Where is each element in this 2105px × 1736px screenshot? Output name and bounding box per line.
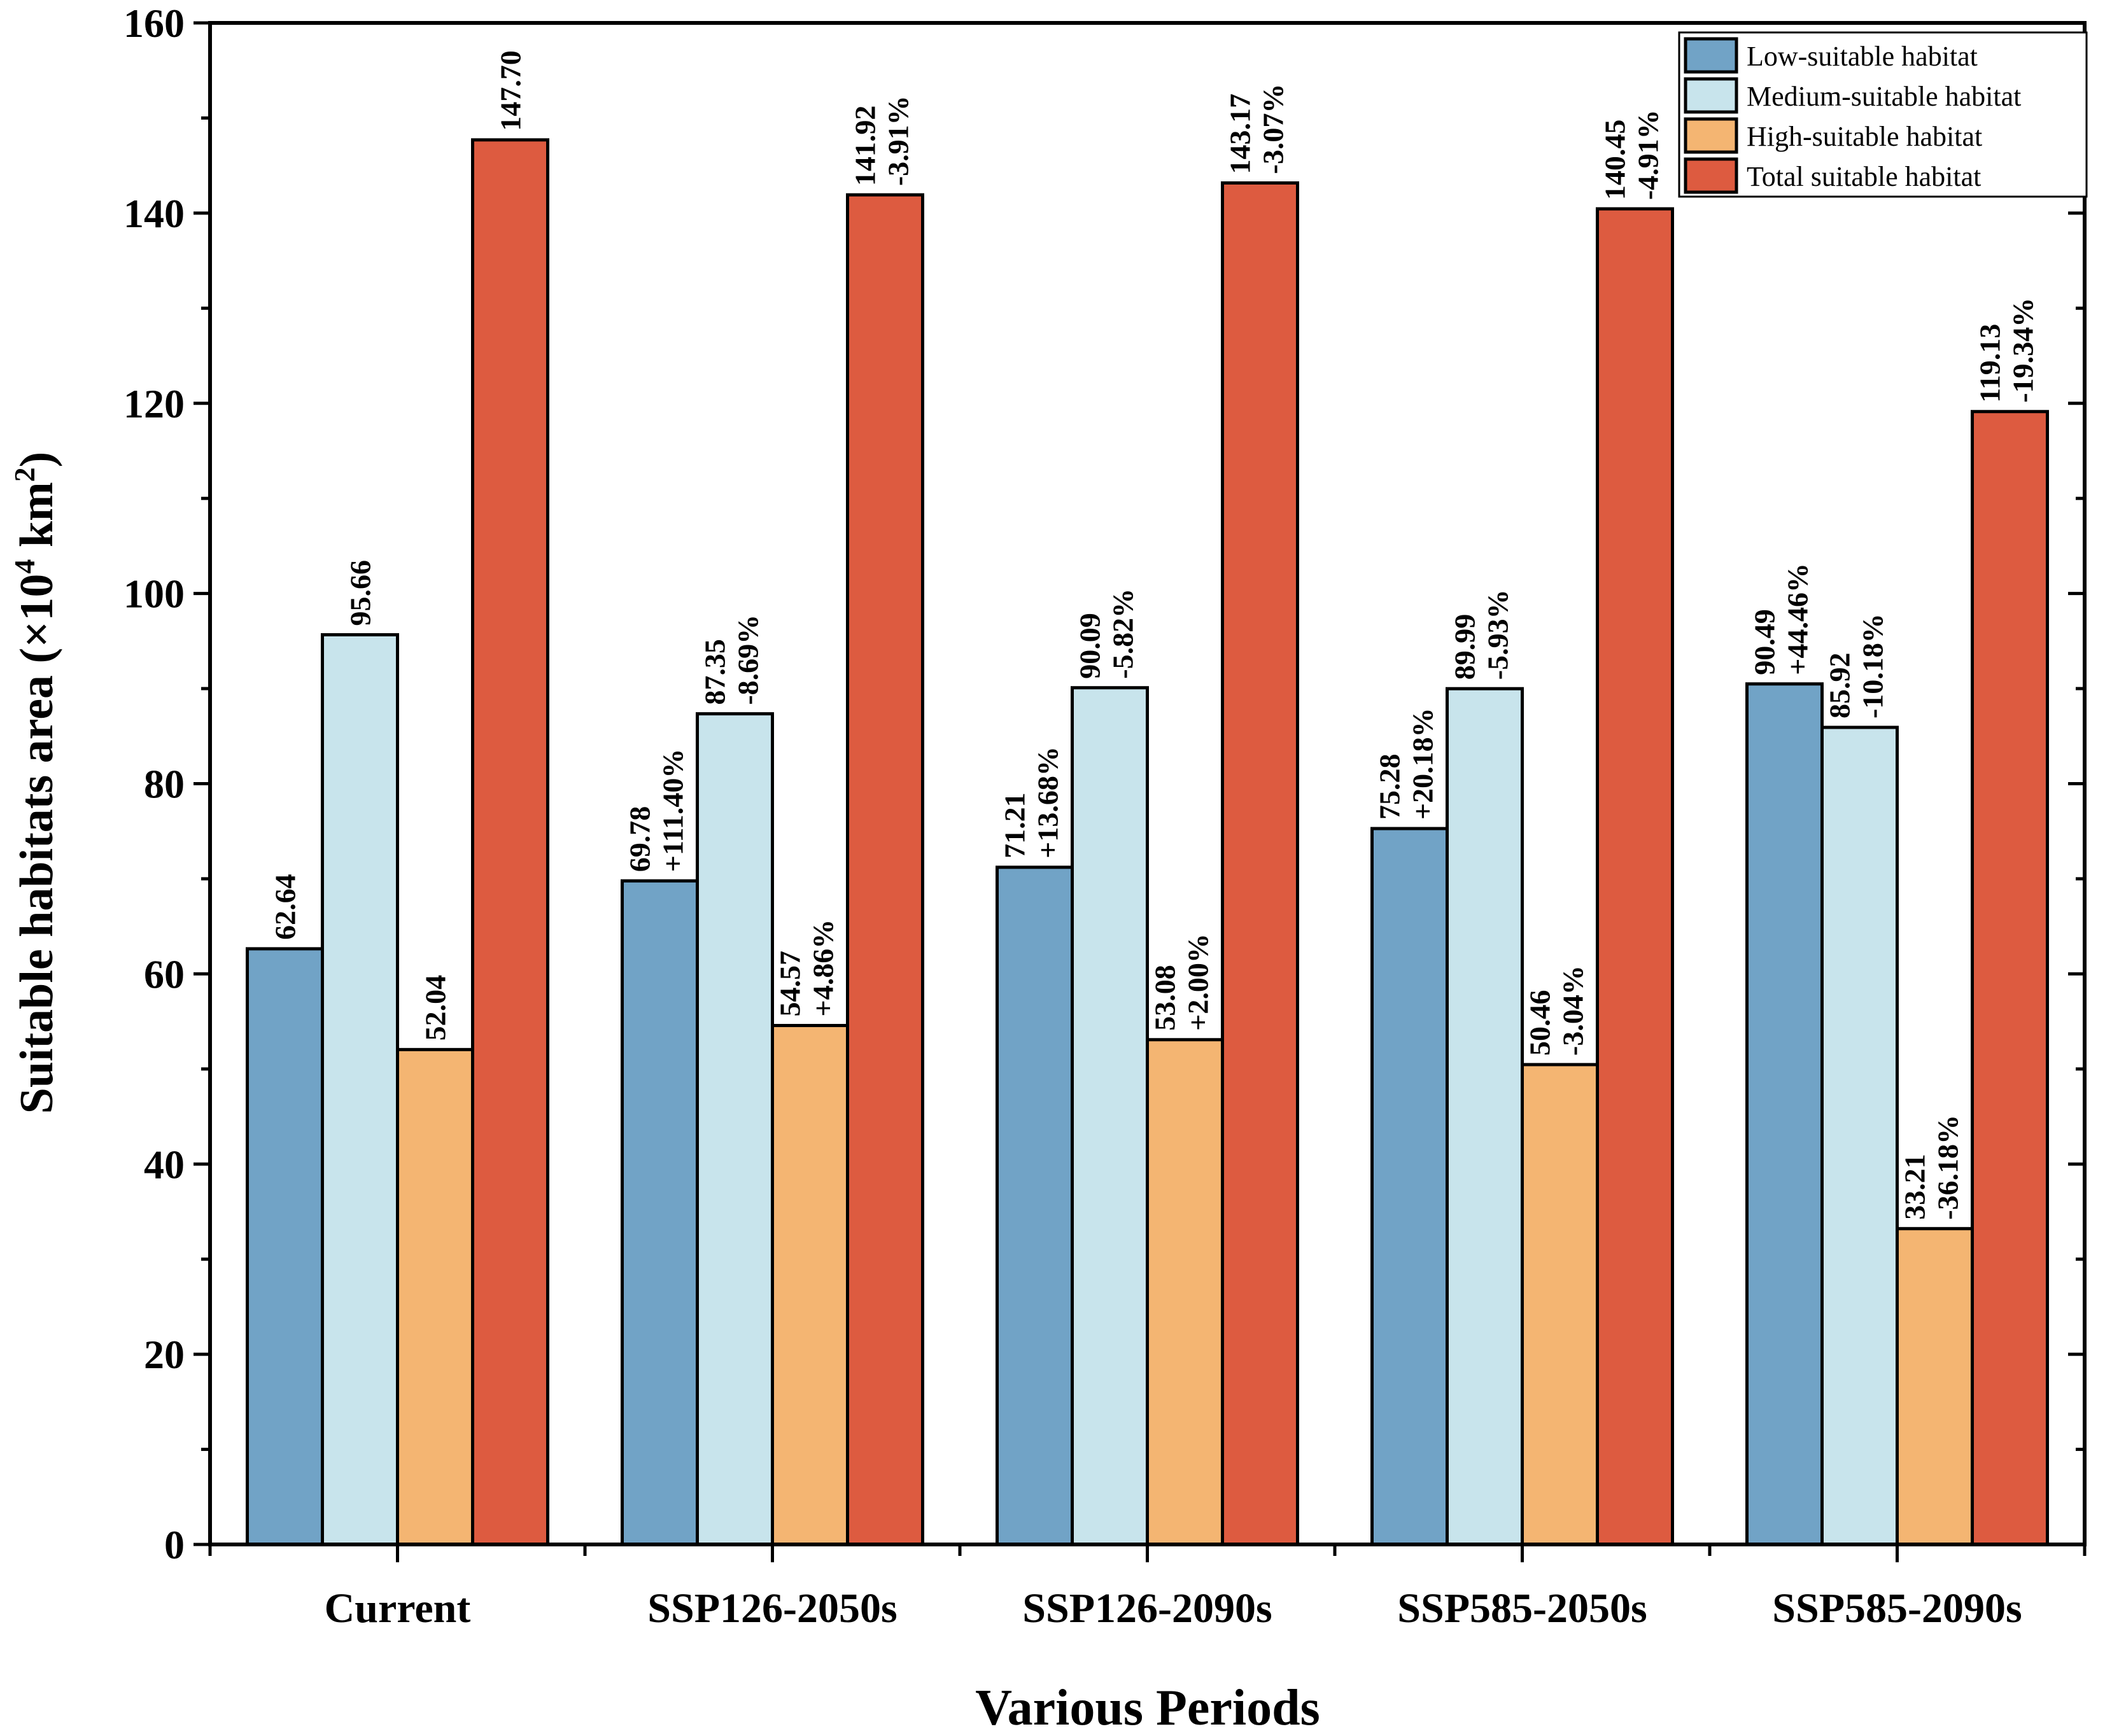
y-axis-title-main: Suitable habitats area (×10 — [11, 574, 63, 1114]
axes-layer: Current SSP126-2050s SSP126-2090s SSP585-20… — [123, 1, 2087, 1632]
value-label: 140.45 — [1599, 120, 1631, 200]
y-tick-label: 60 — [144, 951, 185, 997]
plot-frame — [208, 21, 2087, 1546]
y-axis-title-end: ) — [11, 452, 63, 468]
change-label: -3.07% — [1257, 84, 1290, 174]
change-label: -3.04% — [1557, 965, 1589, 1056]
legend-label: Medium-suitable habitat — [1747, 81, 2021, 112]
value-label: 90.49 — [1749, 609, 1781, 675]
y-axis-title-unit: km — [11, 482, 63, 559]
bar-1-0 — [321, 633, 399, 1546]
y-axis-title-sup2: 2 — [8, 467, 41, 482]
legend-swatch — [1684, 77, 1738, 114]
value-label: 87.35 — [699, 639, 731, 705]
bar-2-4 — [1896, 1227, 1974, 1546]
change-label: -4.91% — [1632, 109, 1665, 200]
x-axis-title: Various Periods — [975, 1680, 1320, 1736]
value-label: 54.57 — [774, 951, 806, 1017]
y-axis-title-sup: 4 — [8, 559, 41, 574]
bar-1-1 — [696, 712, 774, 1546]
bar-3-0 — [471, 138, 549, 1546]
legend-swatch — [1684, 117, 1738, 154]
bar-2-2 — [1146, 1038, 1224, 1546]
y-tick-label: 0 — [164, 1522, 185, 1567]
value-label: 147.70 — [495, 50, 527, 131]
x-tick-label: SSP585-2050s — [1397, 1585, 1647, 1632]
bar-3-2 — [1221, 181, 1299, 1546]
bar-2-0 — [396, 1047, 474, 1546]
bar-2-3 — [1521, 1063, 1599, 1546]
value-label: 33.21 — [1899, 1154, 1931, 1220]
value-label: 89.99 — [1449, 614, 1481, 680]
value-label: 50.46 — [1524, 990, 1556, 1056]
legend-swatch — [1684, 37, 1738, 74]
change-label: +44.46% — [1782, 563, 1814, 675]
bar-0-3 — [1370, 827, 1449, 1546]
bar-1-4 — [1820, 725, 1899, 1546]
change-label: -3.91% — [882, 95, 915, 186]
change-label: +111.40% — [657, 749, 689, 872]
change-label: -19.34% — [2007, 298, 2039, 403]
change-label: +4.86% — [807, 920, 840, 1017]
change-label: +13.68% — [1032, 746, 1064, 858]
y-tick-label: 20 — [144, 1332, 185, 1377]
value-label: 75.28 — [1374, 754, 1406, 820]
legend: Low-suitable habitat Medium-suitable habi… — [1678, 31, 2088, 198]
legend-label: Total suitable habitat — [1747, 161, 1981, 192]
bar-0-4 — [1745, 682, 1824, 1546]
change-label: -8.69% — [732, 615, 764, 705]
bar-1-3 — [1446, 687, 1524, 1546]
bar-2-1 — [771, 1024, 849, 1546]
value-label: 53.08 — [1149, 965, 1181, 1031]
y-tick-label: 120 — [123, 381, 185, 426]
value-label: 85.92 — [1824, 653, 1856, 719]
y-tick-label: 140 — [123, 191, 185, 236]
bar-1-2 — [1071, 686, 1149, 1546]
change-label: -5.93% — [1482, 589, 1514, 680]
value-label: 52.04 — [419, 975, 452, 1041]
legend-box — [1678, 31, 2088, 198]
y-tick-label: 40 — [144, 1142, 185, 1187]
y-axis-title: Suitable habitats area (×104 km2) — [8, 452, 63, 1114]
y-tick-label: 100 — [123, 571, 185, 617]
change-label: -10.18% — [1857, 613, 1889, 718]
value-label: 62.64 — [269, 874, 302, 940]
legend-swatch — [1684, 157, 1738, 194]
bars-layer — [246, 138, 2049, 1546]
value-label: 71.21 — [999, 792, 1031, 858]
value-label: 69.78 — [624, 806, 656, 872]
x-tick-label: Current — [325, 1585, 471, 1632]
bar-0-2 — [996, 865, 1074, 1546]
value-label: 141.92 — [849, 106, 882, 186]
value-label: 90.09 — [1074, 613, 1106, 679]
change-label: -36.18% — [1932, 1115, 1964, 1220]
value-label: 143.17 — [1224, 94, 1257, 174]
y-tick-label: 160 — [123, 1, 185, 46]
change-label: +2.00% — [1182, 934, 1214, 1031]
bar-3-1 — [846, 193, 924, 1546]
change-label: -5.82% — [1107, 589, 1139, 679]
legend-label: Low-suitable habitat — [1747, 41, 1978, 72]
value-label: 95.66 — [344, 560, 377, 626]
bar-0-0 — [246, 947, 324, 1546]
bar-3-4 — [1971, 410, 2049, 1546]
change-label: +20.18% — [1407, 708, 1439, 820]
value-label: 119.13 — [1974, 324, 2006, 403]
bar-0-1 — [621, 879, 699, 1546]
x-tick-label: SSP126-2090s — [1022, 1585, 1272, 1632]
x-tick-label: SSP585-2090s — [1772, 1585, 2022, 1632]
legend-label: High-suitable habitat — [1747, 121, 1982, 152]
y-tick-label: 80 — [144, 762, 185, 807]
bar-3-3 — [1596, 207, 1674, 1546]
x-tick-label: SSP126-2050s — [647, 1585, 897, 1632]
